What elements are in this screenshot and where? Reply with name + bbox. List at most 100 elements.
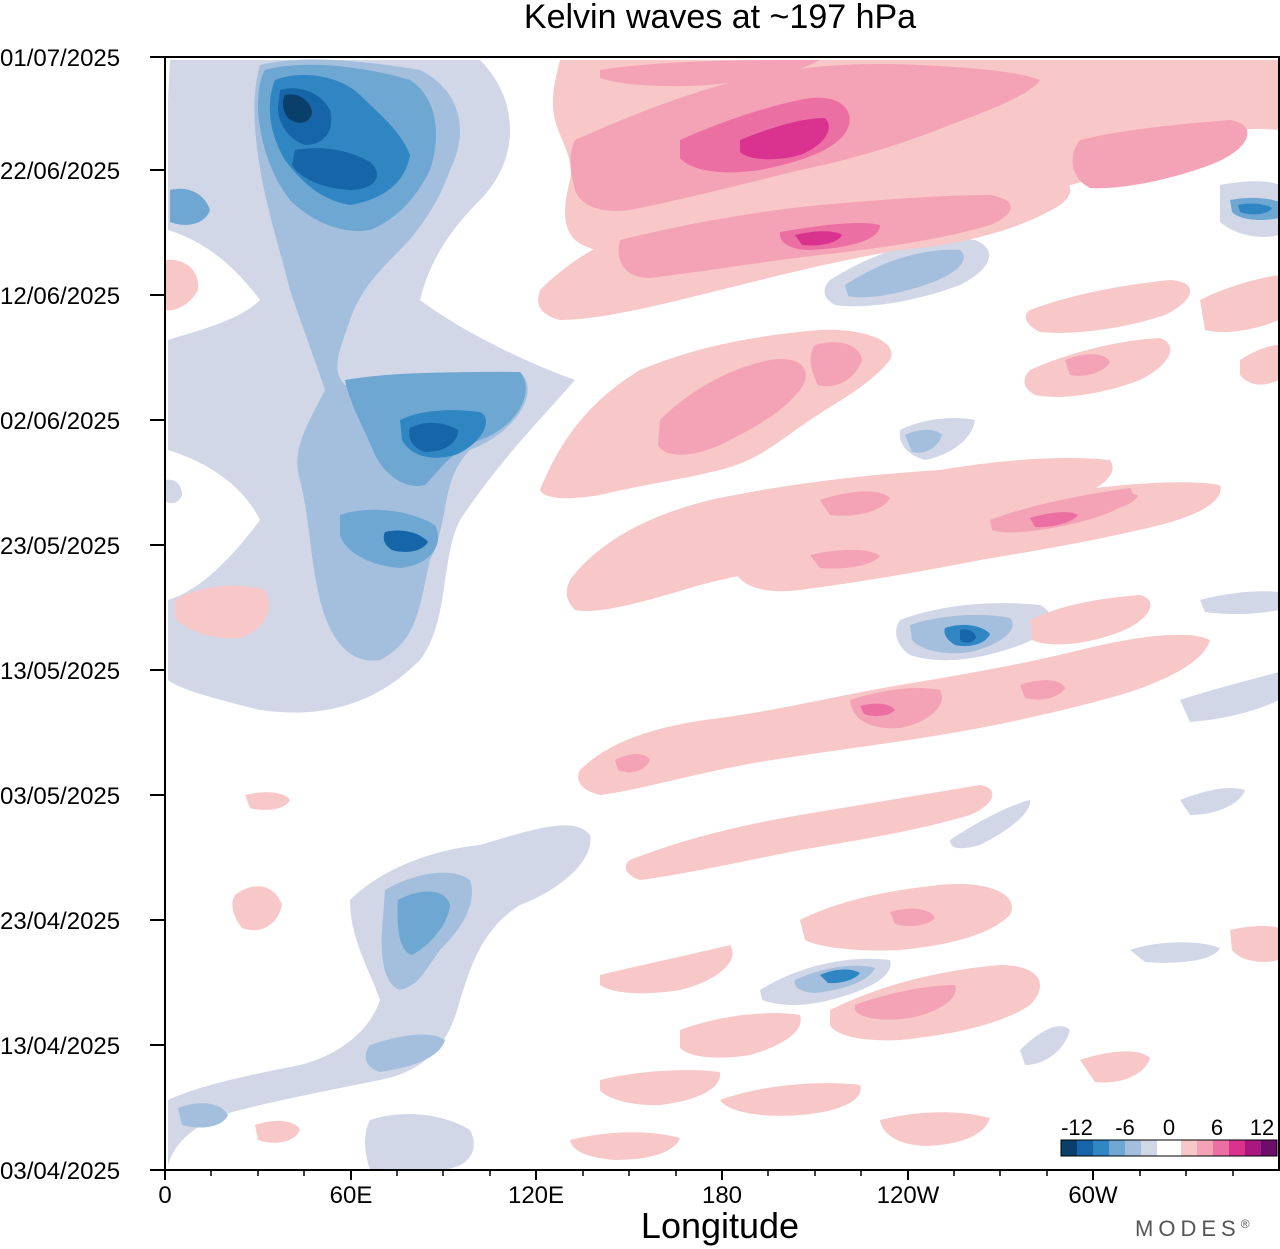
brand-mark: ® [1241,1217,1255,1231]
contour-pos-10 [795,231,842,246]
colorbar-tick-label: -12 [1061,1115,1093,1140]
contour-pos-43 [600,1070,721,1106]
contour-pos-42 [680,1013,801,1058]
contour-neg-23 [960,629,976,643]
x-axis: 0 60E 120E 180 120W 60W [158,1170,1234,1209]
contour-pos-47 [1230,925,1279,962]
contour-pos-46 [1080,1051,1150,1083]
contour-pos-5 [1072,120,1248,189]
colorbar-swatch [1125,1140,1141,1156]
contour-neg-28 [1238,203,1272,215]
contour-pos-30 [850,688,942,729]
positive-anomalies [165,60,1279,1160]
contour-pos-37 [890,908,935,926]
colorbar-swatch [1141,1140,1157,1156]
brand-logo: MODES® [1135,1216,1255,1241]
contour-neg-13 [170,188,210,225]
contour-pos-31 [860,703,895,717]
x-axis-label: Longitude [641,1205,799,1246]
contour-neg-40 [1020,1026,1070,1065]
colorbar-swatch [1181,1140,1197,1156]
contour-pos-24 [1030,512,1078,528]
contour-neg-41 [1130,942,1220,963]
colorbar-swatch [1077,1140,1093,1156]
negative-anomalies [165,59,1279,1170]
contour-neg-6 [292,148,378,190]
colorbar-swatch [1261,1140,1277,1156]
contour-pos-26 [810,549,880,569]
contour-neg-34 [905,429,942,453]
contour-neg-10 [409,422,458,452]
contour-pos-13 [165,259,199,311]
colorbar-swatch [1245,1140,1261,1156]
contour-pos-16 [810,342,862,387]
colorbar-swatch [1157,1140,1181,1156]
contour-pos-41 [855,985,956,1020]
contour-neg-18 [178,1103,228,1128]
contour-neg-14 [168,825,591,1165]
contour-pos-29 [1030,595,1151,645]
contour-pos-38 [232,886,282,931]
contour-pos-12 [1200,275,1279,332]
contour-neg-38 [1180,672,1279,722]
colorbar-tick-label: 6 [1211,1115,1223,1140]
colorbar-swatch [1213,1140,1229,1156]
contour-neg-16 [397,891,450,955]
colorbar-tick-label: 0 [1163,1115,1175,1140]
y-tick-label: 13/05/2025 [0,658,120,685]
y-tick-label: 23/05/2025 [0,533,120,560]
brand-name: MODES [1135,1216,1241,1241]
contour-neg-12 [383,530,428,552]
contour-neg-25 [845,249,964,298]
x-tick-label: 180 [702,1182,742,1209]
contour-pos-39 [600,945,733,994]
contour-pos-18 [1065,354,1110,376]
contour-neg-37 [950,800,1031,849]
y-tick-label: 02/06/2025 [0,408,120,435]
colorbar-tick-label: 12 [1250,1115,1274,1140]
colorbar-swatch [1197,1140,1213,1156]
colorbar-swatch [1061,1140,1077,1156]
contour-neg-39 [1200,591,1279,615]
contour-neg-7 [283,94,312,123]
contour-pos-25 [1090,492,1138,511]
contour-pos-11 [1025,280,1191,333]
contour-pos-44 [720,1083,861,1116]
contour-pos-19 [1240,345,1279,385]
x-tick-label: 60E [330,1182,373,1209]
colorbar-swatch [1109,1140,1125,1156]
colorbar: -12 -6 0 6 12 [1060,1115,1278,1157]
contour-pos-49 [570,1132,680,1160]
y-tick-label: 12/06/2025 [0,283,120,310]
contour-pos-33 [615,754,650,773]
y-tick-label: 22/06/2025 [0,158,120,185]
contour-pos-35 [245,792,290,810]
contour-pos-22 [820,491,890,516]
y-tick-label: 03/05/2025 [0,783,120,810]
contour-neg-31 [820,969,860,984]
x-tick-label: 60W [1068,1182,1118,1209]
contour-neg-43 [165,479,182,504]
contour-pos-15 [658,359,806,455]
y-axis: 01/07/2025 22/06/2025 12/06/2025 02/06/2… [0,45,165,1185]
y-tick-label: 01/07/2025 [0,45,120,72]
contour-pos-32 [1020,680,1065,700]
contour-pos-27 [175,585,269,639]
colorbar-swatch [1093,1140,1109,1156]
contour-pos-6 [600,60,820,87]
contour-pos-34 [625,785,993,880]
anomaly-field [165,59,1279,1170]
x-tick-label: 120W [877,1182,940,1209]
colorbar-tick-label: -6 [1115,1115,1135,1140]
contour-neg-19 [365,1114,474,1170]
chart-title: Kelvin waves at ~197 hPa [524,0,916,36]
colorbar-frame [1060,1139,1278,1157]
contour-neg-36 [1180,788,1245,815]
colorbar-swatch [1229,1140,1245,1156]
contour-pos-4 [740,118,829,160]
contour-pos-48 [255,1120,300,1143]
y-tick-label: 13/04/2025 [0,1033,120,1060]
x-tick-label: 0 [158,1182,171,1209]
y-tick-label: 23/04/2025 [0,908,120,935]
